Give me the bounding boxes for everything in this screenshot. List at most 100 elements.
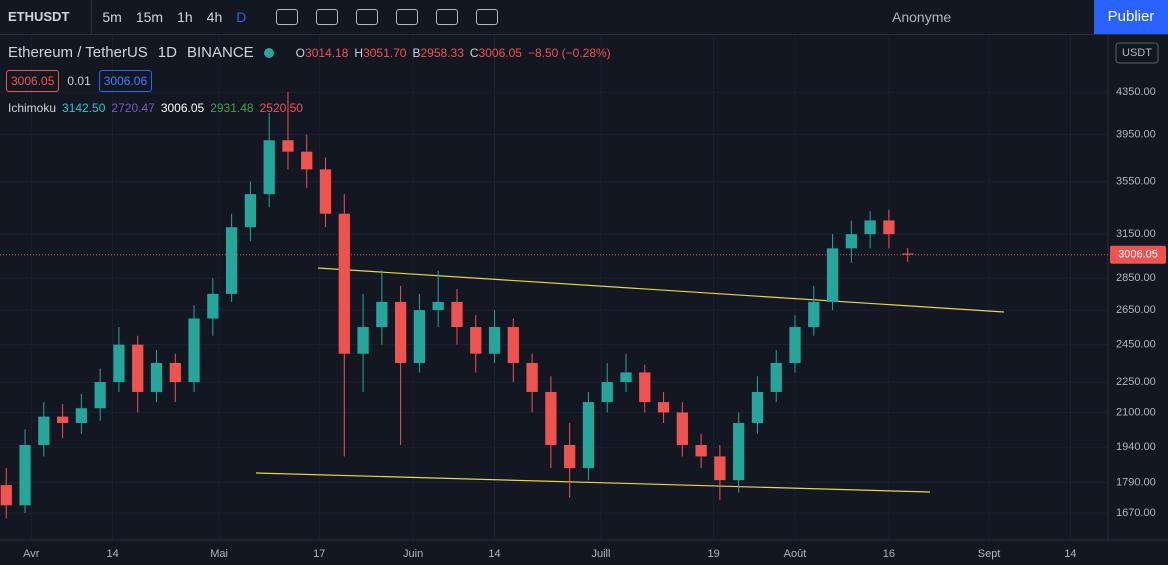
replay-icon[interactable]	[476, 9, 499, 25]
x-tick-label: 17	[313, 548, 325, 560]
candle-body	[263, 140, 275, 195]
last-price-label: 3006.05	[1118, 249, 1158, 261]
bid[interactable]: 3006.05	[6, 70, 60, 92]
y-tick-label: 2100.00	[1116, 406, 1156, 418]
candle-body	[883, 220, 895, 235]
candle-body	[695, 444, 707, 457]
interval-button[interactable]: 15m	[135, 9, 164, 25]
x-tick-label: 16	[883, 548, 895, 560]
indicator-legend: Ichimoku 3142.50 2720.47 3006.05 2931.48 252…	[8, 101, 303, 115]
last-price-tag	[1110, 245, 1166, 264]
candle-body	[751, 391, 764, 424]
interval-button[interactable]: 5m	[102, 9, 122, 25]
candle-body	[526, 362, 538, 392]
y-tick-label: 4350.00	[1116, 86, 1156, 98]
interval-button[interactable]: D	[236, 9, 247, 25]
candle-body	[38, 416, 50, 445]
candle-body	[132, 344, 144, 392]
spread: 0.01	[67, 74, 91, 88]
y-tick-label: 1940.00	[1116, 441, 1156, 453]
candle-body	[733, 423, 745, 481]
x-tick-label: Août	[784, 548, 807, 560]
indicator-value: 3006.05	[160, 101, 205, 115]
candle-body	[432, 301, 444, 311]
candle-body	[413, 310, 426, 363]
x-tick-label: 19	[708, 548, 720, 560]
interval-button[interactable]: 1h	[177, 9, 193, 25]
candle-body	[75, 408, 88, 424]
chart-type-icon[interactable]	[276, 9, 299, 25]
candle-body	[564, 444, 576, 469]
candle-body	[19, 444, 31, 506]
x-tick-label: 14	[107, 548, 119, 560]
x-tick-label: Mai	[210, 548, 228, 560]
candle-body	[282, 140, 294, 152]
ohlc-item: B2958.33	[412, 46, 463, 60]
indicator-icon[interactable]	[316, 9, 339, 25]
candle-body	[639, 372, 651, 403]
ask[interactable]: 3006.06	[98, 70, 153, 92]
x-tick-label: Avr	[23, 548, 40, 560]
y-tick-label: 3550.00	[1116, 176, 1156, 188]
candle-body	[150, 362, 163, 392]
trend-line	[317, 267, 1005, 313]
candle-body	[620, 372, 632, 383]
change: −8.50 (−0.28%)	[527, 45, 611, 60]
publish-button[interactable]: Publier	[1094, 0, 1168, 34]
ohlc-item: O3014.18	[296, 46, 349, 60]
symbol-name: Ethereum / TetherUS	[8, 44, 148, 61]
candle-body	[338, 213, 350, 354]
ohlc-value: 3014.18	[305, 45, 349, 60]
candle-body	[169, 362, 181, 383]
ohlc-label: C	[469, 45, 479, 60]
x-tick-label: Juill	[591, 548, 610, 560]
candle-body	[770, 362, 782, 392]
candle-body	[244, 194, 257, 228]
candle-body	[657, 402, 670, 413]
currency-box[interactable]	[1115, 42, 1159, 64]
symbol[interactable]: ETHUSDT	[0, 0, 93, 34]
y-tick-label: 2250.00	[1116, 376, 1156, 388]
candle-body	[845, 234, 857, 249]
x-tick-label: Juin	[403, 548, 423, 560]
ohlc-label: B	[412, 45, 421, 60]
currency: USDT	[1122, 47, 1152, 59]
legend: Ethereum / TetherUS 1D BINANCE O3014.18 H…	[8, 44, 611, 61]
y-tick-label: 3950.00	[1116, 129, 1156, 141]
indicator-value: 2720.47	[111, 101, 155, 115]
candle-body	[225, 227, 238, 294]
alert-icon[interactable]	[436, 9, 459, 25]
candle-body	[357, 327, 369, 354]
candle-body	[545, 391, 557, 445]
candle-body	[188, 318, 200, 383]
candle-body	[864, 220, 876, 235]
y-tick-label: 1790.00	[1116, 477, 1156, 489]
candle-body	[451, 301, 463, 328]
candle-body	[902, 253, 914, 255]
interval-button[interactable]: 4h	[206, 9, 223, 25]
y-tick-label: 1670.00	[1116, 507, 1156, 519]
y-tick-label: 2850.00	[1116, 272, 1156, 284]
indicator-name: Ichimoku	[8, 101, 57, 115]
indicator-value: 3142.50	[62, 101, 106, 115]
x-tick-label: 14	[488, 548, 500, 560]
interval: 1D	[157, 44, 177, 61]
candle-body	[470, 327, 482, 354]
status-dot	[263, 47, 274, 58]
ohlc-item: H3051.70	[354, 46, 406, 60]
account[interactable]: Anonyme	[892, 9, 952, 25]
x-tick-label: 14	[1064, 548, 1076, 560]
ohlc-value: 3006.05	[478, 45, 522, 60]
bid-ask: 3006.05 0.01 3006.06	[6, 70, 153, 92]
indicator-value: 2931.48	[210, 101, 254, 115]
template-icon[interactable]	[396, 9, 419, 25]
candle-body	[789, 327, 801, 363]
x-tick-label: Sept	[978, 548, 1001, 560]
toolbar: ETHUSDT 5m 15m 1h 4h D	[0, 0, 1168, 35]
ohlc-label: H	[354, 45, 364, 60]
ohlc-value: 2958.33	[420, 45, 464, 60]
candle-body	[113, 344, 125, 383]
exchange: BINANCE	[186, 44, 254, 61]
functions-icon[interactable]	[356, 9, 379, 25]
